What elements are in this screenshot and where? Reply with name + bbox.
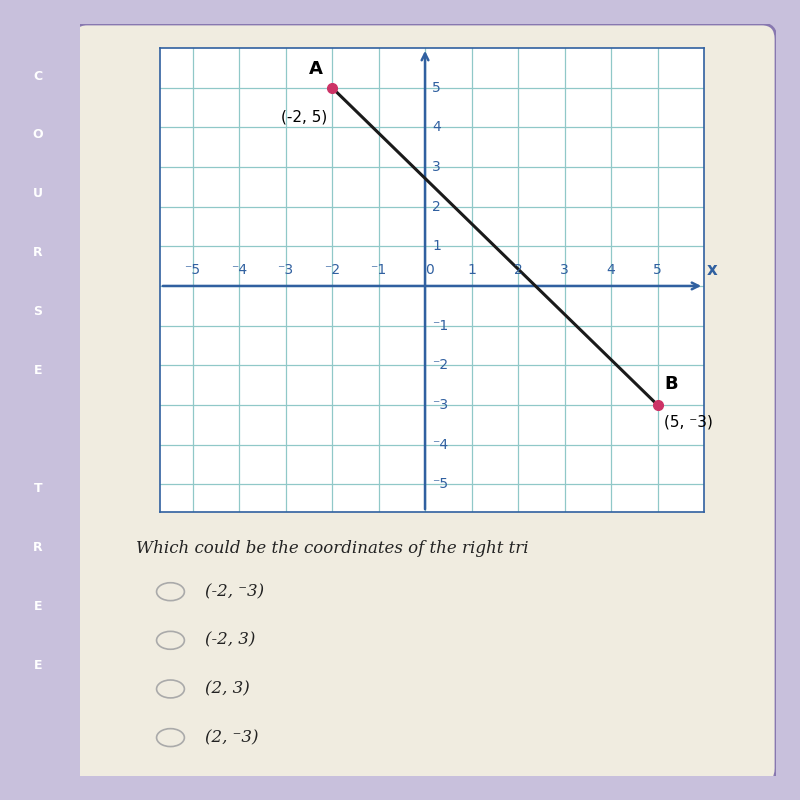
Text: (2, ⁻3): (2, ⁻3) bbox=[206, 729, 258, 746]
Text: 1: 1 bbox=[467, 263, 476, 278]
Text: 4: 4 bbox=[432, 120, 441, 134]
Text: A: A bbox=[309, 60, 322, 78]
Text: B: B bbox=[665, 375, 678, 393]
Text: ⁻5: ⁻5 bbox=[185, 263, 201, 278]
Text: 3: 3 bbox=[560, 263, 569, 278]
Text: O: O bbox=[33, 129, 43, 142]
Text: C: C bbox=[34, 70, 42, 82]
Text: 1: 1 bbox=[432, 239, 441, 254]
Text: ⁻5: ⁻5 bbox=[432, 478, 448, 491]
Text: ⁻3: ⁻3 bbox=[432, 398, 448, 412]
Text: S: S bbox=[34, 305, 42, 318]
FancyBboxPatch shape bbox=[73, 24, 776, 783]
Text: R: R bbox=[33, 541, 43, 554]
Text: x: x bbox=[706, 261, 717, 279]
Text: E: E bbox=[34, 600, 42, 613]
Text: 4: 4 bbox=[606, 263, 615, 278]
Text: Which could be the coordinates of the right tri: Which could be the coordinates of the ri… bbox=[136, 541, 528, 558]
Text: 5: 5 bbox=[653, 263, 662, 278]
Text: (-2, ⁻3): (-2, ⁻3) bbox=[206, 583, 265, 600]
Text: R: R bbox=[33, 246, 43, 259]
Text: ⁻4: ⁻4 bbox=[432, 438, 448, 451]
Text: ⁻2: ⁻2 bbox=[324, 263, 340, 278]
Text: 3: 3 bbox=[432, 160, 441, 174]
Text: (5, ⁻3): (5, ⁻3) bbox=[665, 415, 714, 430]
Text: ⁻1: ⁻1 bbox=[370, 263, 386, 278]
Text: ⁻2: ⁻2 bbox=[432, 358, 448, 372]
Text: E: E bbox=[34, 364, 42, 377]
Text: (-2, 3): (-2, 3) bbox=[206, 632, 256, 649]
Text: (-2, 5): (-2, 5) bbox=[281, 110, 327, 125]
Text: ⁻3: ⁻3 bbox=[278, 263, 294, 278]
Text: ⁻1: ⁻1 bbox=[432, 318, 448, 333]
Text: 2: 2 bbox=[514, 263, 522, 278]
Text: ⁻4: ⁻4 bbox=[231, 263, 247, 278]
Text: 5: 5 bbox=[432, 81, 441, 94]
Text: 2: 2 bbox=[432, 200, 441, 214]
Text: U: U bbox=[33, 187, 43, 200]
Text: (2, 3): (2, 3) bbox=[206, 681, 250, 698]
Text: 0: 0 bbox=[425, 263, 434, 278]
Text: T: T bbox=[34, 482, 42, 495]
Text: E: E bbox=[34, 658, 42, 671]
